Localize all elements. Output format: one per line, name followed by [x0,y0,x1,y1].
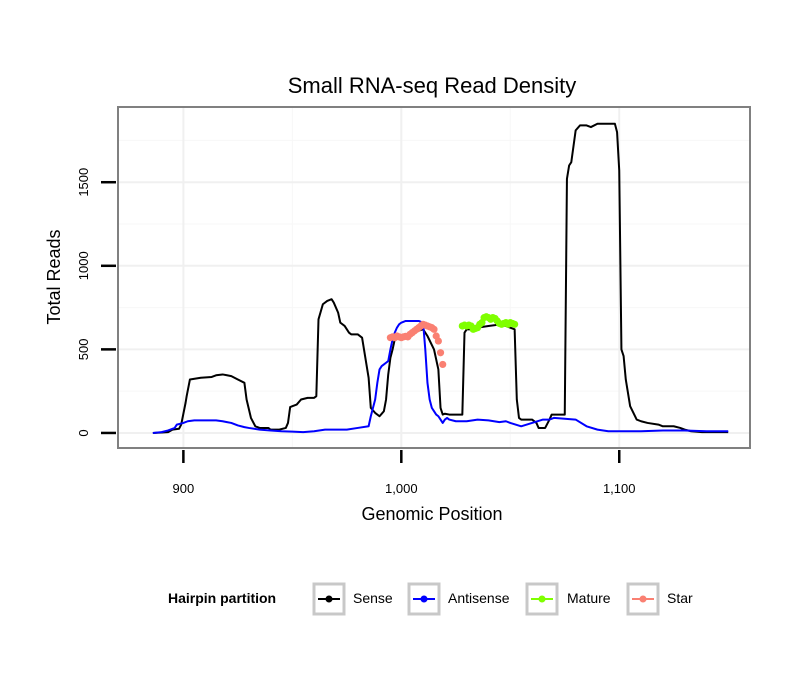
series-line-antisense [152,319,729,434]
series-points-star [386,320,447,369]
axes-layer: 900 1,000 1,100 0 500 1000 1500 [76,168,636,496]
y-tick-label-3: 1500 [76,168,91,197]
point-star-22 [434,337,442,345]
y-tick-label-0: 0 [76,429,91,436]
point-star-24 [439,360,447,369]
legend-key-dot-star [639,595,647,603]
legend-label-antisense: Antisense [448,590,510,606]
point-star-20 [430,325,438,333]
series-layer [152,122,729,434]
point-mature-24 [511,320,519,328]
legend-key-dot-antisense [420,595,428,603]
x-axis-title: Genomic Position [361,504,502,524]
x-tick-label-2: 1,100 [603,481,636,496]
legend: Hairpin partition Sense Antisense Mature… [168,582,693,616]
y-tick-label-1: 500 [76,339,91,361]
legend-key-dot-sense [325,595,333,603]
legend-label-sense: Sense [353,590,393,606]
y-tick-label-2: 1000 [76,251,91,280]
series-points-mature [458,313,519,333]
series-line-sense [152,122,729,434]
legend-key-dot-mature [538,595,546,603]
legend-item-sense: Sense [312,582,393,616]
x-tick-label-1: 1,000 [385,481,418,496]
legend-item-star: Star [626,582,693,616]
point-star-23 [436,349,445,357]
plot-panel [117,106,751,449]
legend-label-star: Star [667,590,693,606]
legend-label-mature: Mature [567,590,611,606]
legend-item-mature: Mature [525,582,611,616]
x-tick-label-0: 900 [173,481,195,496]
chart-title: Small RNA-seq Read Density [288,73,577,98]
y-axis-title: Total Reads [44,229,64,324]
legend-title: Hairpin partition [168,590,276,606]
legend-item-antisense: Antisense [407,582,510,616]
grid [118,107,750,448]
